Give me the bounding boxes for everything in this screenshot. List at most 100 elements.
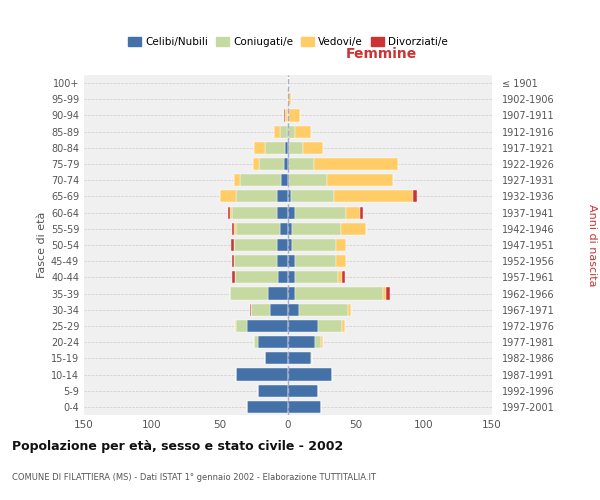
- Bar: [236, 190, 277, 202]
- Legend: Celibi/Nubili, Coniugati/e, Vedovi/e, Divorziati/e: Celibi/Nubili, Coniugati/e, Vedovi/e, Di…: [124, 32, 452, 51]
- Bar: [254, 336, 258, 348]
- Bar: [232, 206, 277, 218]
- Bar: [284, 110, 285, 122]
- Bar: [311, 352, 313, 364]
- Y-axis label: Fasce di età: Fasce di età: [37, 212, 47, 278]
- Bar: [341, 222, 365, 235]
- Bar: [335, 239, 346, 251]
- Bar: [251, 304, 271, 316]
- Bar: [284, 158, 288, 170]
- Bar: [232, 222, 233, 235]
- Bar: [220, 190, 236, 202]
- Bar: [274, 126, 280, 138]
- Bar: [292, 222, 341, 235]
- Bar: [277, 239, 288, 251]
- Bar: [295, 255, 335, 268]
- Bar: [288, 126, 295, 138]
- Text: COMUNE DI FILATTIERA (MS) - Dati ISTAT 1° gennaio 2002 - Elaborazione TUTTITALIA: COMUNE DI FILATTIERA (MS) - Dati ISTAT 1…: [12, 473, 376, 482]
- Bar: [247, 401, 288, 413]
- Bar: [295, 272, 338, 283]
- Bar: [318, 320, 343, 332]
- Bar: [315, 336, 320, 348]
- Bar: [288, 255, 295, 268]
- Bar: [320, 336, 323, 348]
- Bar: [259, 158, 284, 170]
- Bar: [348, 304, 350, 316]
- Bar: [288, 158, 289, 170]
- Bar: [235, 272, 278, 283]
- Bar: [233, 174, 241, 186]
- Bar: [288, 110, 289, 122]
- Bar: [271, 304, 288, 316]
- Bar: [236, 320, 247, 332]
- Bar: [277, 190, 288, 202]
- Bar: [254, 142, 265, 154]
- Bar: [230, 206, 232, 218]
- Bar: [289, 174, 328, 186]
- Bar: [288, 206, 295, 218]
- Bar: [265, 352, 288, 364]
- Bar: [299, 304, 348, 316]
- Bar: [314, 158, 398, 170]
- Bar: [268, 288, 288, 300]
- Bar: [288, 142, 289, 154]
- Bar: [277, 255, 288, 268]
- Bar: [228, 206, 230, 218]
- Bar: [265, 142, 285, 154]
- Bar: [343, 272, 345, 283]
- Bar: [335, 255, 346, 268]
- Bar: [295, 126, 311, 138]
- Bar: [233, 255, 277, 268]
- Bar: [288, 304, 299, 316]
- Bar: [235, 320, 236, 332]
- Bar: [236, 368, 288, 380]
- Bar: [334, 190, 413, 202]
- Bar: [288, 401, 320, 413]
- Bar: [280, 222, 288, 235]
- Bar: [288, 368, 332, 380]
- Bar: [288, 174, 289, 186]
- Bar: [288, 336, 315, 348]
- Bar: [289, 110, 300, 122]
- Bar: [338, 272, 343, 283]
- Bar: [288, 190, 291, 202]
- Bar: [236, 222, 280, 235]
- Bar: [258, 384, 288, 397]
- Bar: [360, 206, 363, 218]
- Bar: [281, 174, 288, 186]
- Text: Femmine: Femmine: [346, 48, 418, 62]
- Bar: [303, 142, 323, 154]
- Bar: [383, 288, 386, 300]
- Bar: [287, 110, 288, 122]
- Bar: [278, 272, 288, 283]
- Bar: [241, 174, 281, 186]
- Bar: [285, 142, 288, 154]
- Bar: [233, 222, 236, 235]
- Bar: [231, 239, 233, 251]
- Bar: [295, 288, 383, 300]
- Bar: [386, 288, 390, 300]
- Bar: [233, 239, 277, 251]
- Bar: [343, 320, 345, 332]
- Bar: [413, 190, 417, 202]
- Bar: [287, 126, 288, 138]
- Bar: [288, 222, 292, 235]
- Bar: [292, 239, 335, 251]
- Bar: [288, 272, 295, 283]
- Bar: [291, 190, 334, 202]
- Bar: [295, 206, 346, 218]
- Bar: [288, 288, 295, 300]
- Bar: [232, 255, 233, 268]
- Text: Popolazione per età, sesso e stato civile - 2002: Popolazione per età, sesso e stato civil…: [12, 440, 343, 453]
- Bar: [285, 110, 287, 122]
- Bar: [230, 288, 268, 300]
- Bar: [328, 174, 393, 186]
- Bar: [258, 336, 288, 348]
- Bar: [288, 352, 311, 364]
- Bar: [288, 239, 292, 251]
- Bar: [289, 142, 303, 154]
- Bar: [280, 126, 287, 138]
- Bar: [247, 320, 288, 332]
- Bar: [288, 384, 318, 397]
- Bar: [277, 206, 288, 218]
